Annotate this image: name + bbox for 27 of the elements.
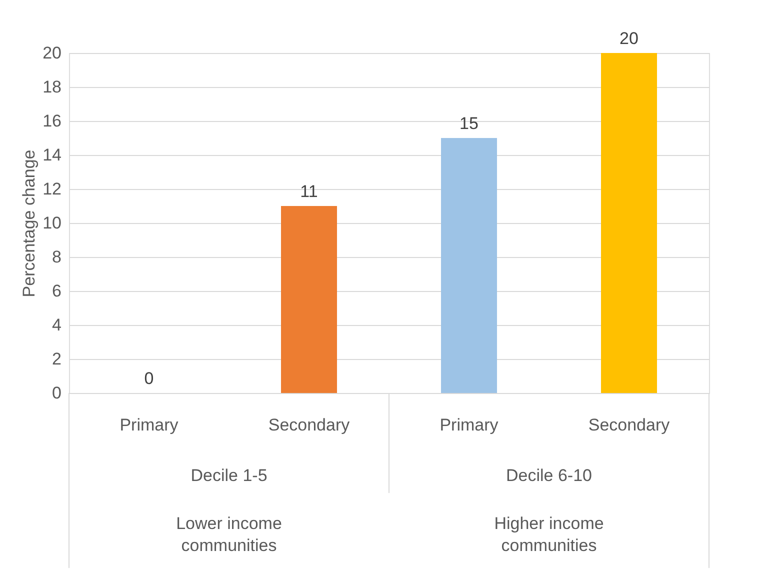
y-tick-label: 8: [52, 248, 62, 266]
data-label: 0: [144, 369, 154, 388]
x-tick-label: Secondary: [588, 416, 670, 434]
y-tick-label: 10: [42, 214, 62, 232]
x-tick-label: Primary: [440, 416, 499, 434]
text: Lower income communities: [176, 514, 282, 555]
text: Higher income communities: [494, 514, 604, 555]
text: Decile 1-5: [190, 466, 268, 485]
data-label: 11: [300, 182, 318, 201]
y-tick-label: 18: [42, 78, 62, 96]
y-tick-label: 4: [52, 316, 62, 334]
y-tick-label: 20: [42, 44, 62, 62]
x-tick-label: Secondary: [268, 416, 350, 434]
x-tick-label: Primary: [120, 416, 179, 434]
y-tick-label: 6: [52, 282, 62, 300]
y-tick-label: 0: [52, 384, 62, 402]
bar: [281, 206, 337, 393]
y-tick-label: 16: [42, 112, 62, 130]
y-axis-title: Percentage change: [20, 150, 39, 298]
y-tick-label: 14: [42, 146, 62, 164]
bar: [441, 138, 497, 393]
y-tick-label: 2: [52, 350, 62, 368]
bar: [601, 53, 657, 393]
y-tick-label: 12: [42, 180, 62, 198]
data-label: 20: [620, 29, 638, 48]
text: Decile 6-10: [506, 466, 592, 485]
data-label: 15: [460, 114, 478, 133]
